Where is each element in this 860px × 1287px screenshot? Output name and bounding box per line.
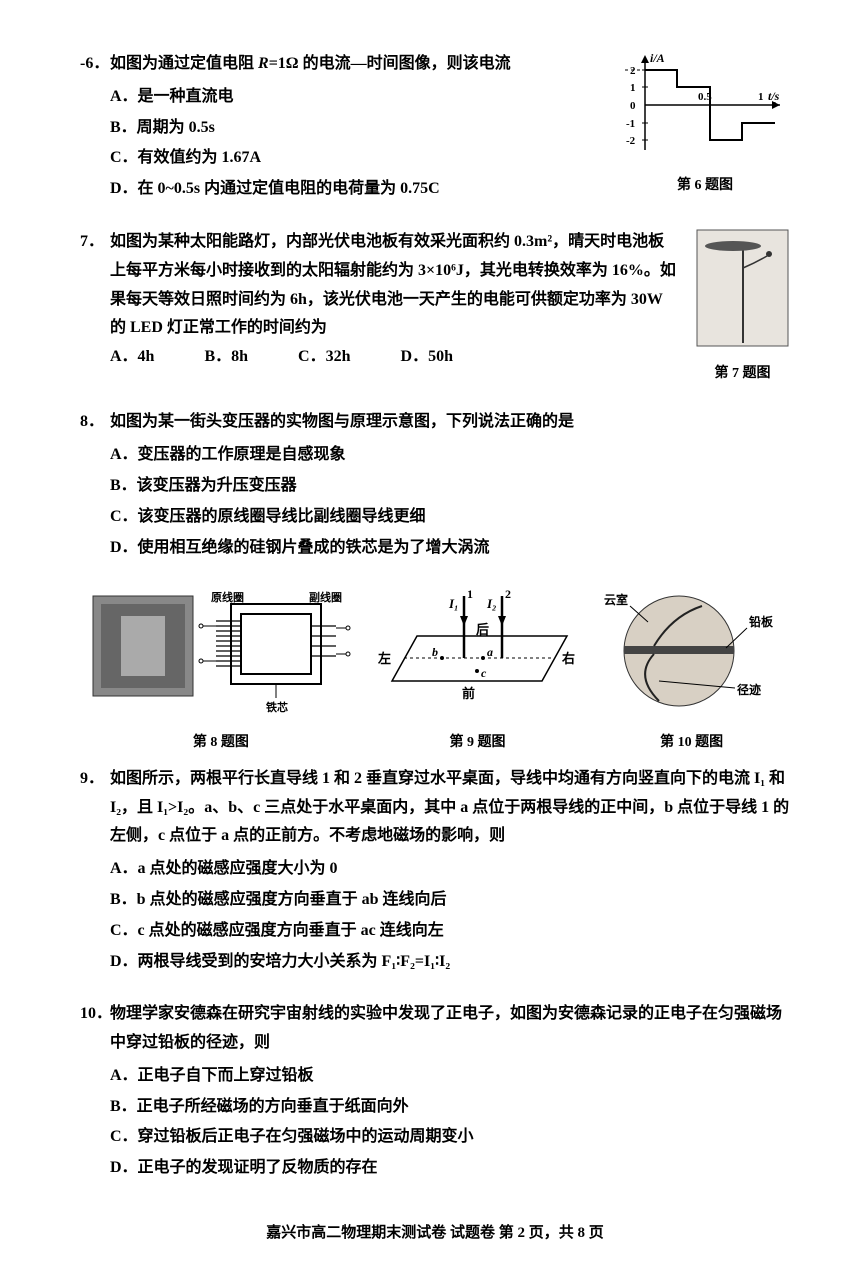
- q9-opt-C: C．c 点处的磁感应强度方向垂直于 ac 连线向左: [110, 917, 790, 946]
- q8-options: A．变压器的工作原理是自感现象 B．该变压器为升压变压器 C．该变压器的原线圈导…: [110, 441, 790, 562]
- q6-options: A．是一种直流电 B．周期为 0.5s C．有效值约为 1.67A D．在 0~…: [110, 83, 620, 204]
- fig10-svg: 云室 铅板 径迹: [604, 586, 779, 716]
- q10-number: 10．: [80, 1000, 110, 1029]
- fig10-chamber: 云室: [604, 592, 628, 607]
- xlabel: t/s: [768, 89, 780, 103]
- q7-opt-B: B．8h: [204, 343, 248, 372]
- yt2: 2: [630, 65, 636, 77]
- q7-options: A．4h B．8h C．32h D．50h: [110, 343, 680, 372]
- fig10-caption: 第 10 题图: [604, 730, 779, 755]
- fig9-a: a: [487, 645, 493, 659]
- q7-number: 7．: [80, 228, 110, 257]
- q8-opt-C: C．该变压器的原线圈导线比副线圈导线更细: [110, 503, 790, 532]
- fig9-svg: I₁ 1 I₂ 2 a b c 后 前 左 右: [372, 586, 582, 716]
- fig9-b: b: [432, 645, 438, 659]
- fig8-primary: 原线圈: [211, 590, 244, 604]
- q9-opt-A: A．a 点处的磁感应强度大小为 0: [110, 855, 790, 884]
- question-6: -6． 如图为通过定值电阻 R=1Ω 的电流—时间图像，则该电流 A．是一种直流…: [80, 50, 790, 206]
- fig9-right: 右: [561, 651, 575, 666]
- q8-opt-D: D．使用相互绝缘的硅钢片叠成的铁芯是为了增大涡流: [110, 534, 790, 563]
- q9-opt-B: B．b 点处的磁感应强度方向垂直于 ab 连线向后: [110, 886, 790, 915]
- fig8-caption: 第 8 题图: [91, 730, 351, 755]
- fig9-front: 前: [462, 686, 475, 701]
- fig9-n2: 2: [505, 587, 511, 601]
- fig9-n1: 1: [467, 587, 473, 601]
- q6-opt-A: A．是一种直流电: [110, 83, 620, 112]
- yt1: 1: [630, 82, 636, 94]
- fig9-caption: 第 9 题图: [372, 730, 582, 755]
- fig9-I2: I₂: [486, 596, 497, 611]
- q8-number: 8．: [80, 408, 110, 437]
- fig8-core: 铁芯: [266, 700, 288, 714]
- yt0: 0: [630, 100, 636, 112]
- q10-opt-B: B．正电子所经磁场的方向垂直于纸面向外: [110, 1093, 790, 1122]
- fig10-track: 径迹: [737, 682, 761, 697]
- question-10: 10． 物理学家安德森在研究宇宙射线的实验中发现了正电子，如图为安德森记录的正电…: [80, 1000, 790, 1185]
- q9-number: 9．: [80, 765, 110, 794]
- xt1: 1: [758, 91, 764, 103]
- ytm2: -2: [626, 135, 636, 147]
- q10-opt-D: D．正电子的发现证明了反物质的存在: [110, 1154, 790, 1183]
- question-7: 7． 如图为某种太阳能路灯，内部光伏电池板有效采光面积约 0.3m²，晴天时电池…: [80, 228, 790, 386]
- figure-8: 原线圈 副线圈 铁芯 第 8 题图: [91, 586, 351, 754]
- fig6-caption: 第 6 题图: [620, 173, 790, 198]
- q6-stem-b: =1Ω 的电流—时间图像，则该电流: [269, 55, 511, 72]
- q9-stem: 如图所示，两根平行长直导线 1 和 2 垂直穿过水平桌面，导线中均通有方向竖直向…: [110, 765, 790, 851]
- figure-9: I₁ 1 I₂ 2 a b c 后 前 左 右 第 9 题图: [372, 586, 582, 754]
- q9-opt-D: D．两根导线受到的安培力大小关系为 F₁∶F₂=I₁∶I₂: [110, 948, 790, 977]
- fig8-secondary: 副线圈: [309, 590, 342, 604]
- figure-6: 2 1 0 -1 -2 i/A t/s 0.5 1 第 6 题图: [620, 50, 790, 198]
- fig9-c: c: [481, 666, 487, 680]
- q6-R: R: [258, 55, 269, 72]
- q7-opt-A: A．4h: [110, 343, 154, 372]
- fig9-left: 左: [378, 651, 391, 666]
- question-9: 9． 如图所示，两根平行长直导线 1 和 2 垂直穿过水平桌面，导线中均通有方向…: [80, 765, 790, 979]
- fig7-caption: 第 7 题图: [695, 361, 790, 386]
- fig9-I1: I₁: [448, 596, 459, 611]
- q9-options: A．a 点处的磁感应强度大小为 0 B．b 点处的磁感应强度方向垂直于 ab 连…: [110, 855, 790, 976]
- q6-opt-C: C．有效值约为 1.67A: [110, 144, 620, 173]
- question-8: 8． 如图为某一街头变压器的实物图与原理示意图，下列说法正确的是 A．变压器的工…: [80, 408, 790, 564]
- q8-opt-B: B．该变压器为升压变压器: [110, 472, 790, 501]
- xt05: 0.5: [698, 91, 712, 103]
- fig10-plate: 铅板: [748, 614, 774, 629]
- q6-stem-a: 如图为通过定值电阻: [110, 55, 258, 72]
- q8-opt-A: A．变压器的工作原理是自感现象: [110, 441, 790, 470]
- ytm1: -1: [626, 118, 635, 130]
- figures-row: 原线圈 副线圈 铁芯 第 8 题图 I₁ 1 I₂ 2 a b c 后 前: [80, 586, 790, 754]
- ylabel: i/A: [650, 51, 665, 65]
- q6-opt-D: D．在 0~0.5s 内通过定值电阻的电荷量为 0.75C: [110, 175, 620, 204]
- q6-number: -6．: [80, 50, 110, 79]
- q7-opt-D: D．50h: [401, 343, 453, 372]
- q7-stem: 如图为某种太阳能路灯，内部光伏电池板有效采光面积约 0.3m²，晴天时电池板上每…: [110, 228, 680, 343]
- q7-streetlight: [695, 228, 790, 348]
- q10-options: A．正电子自下而上穿过铅板 B．正电子所经磁场的方向垂直于纸面向外 C．穿过铅板…: [110, 1062, 790, 1183]
- figure-7: 第 7 题图: [695, 228, 790, 386]
- fig8-svg: 原线圈 副线圈 铁芯: [91, 586, 351, 716]
- q6-opt-B: B．周期为 0.5s: [110, 114, 620, 143]
- figure-10: 云室 铅板 径迹 第 10 题图: [604, 586, 779, 754]
- q6-stem: 如图为通过定值电阻 R=1Ω 的电流—时间图像，则该电流: [110, 50, 620, 79]
- q7-opt-C: C．32h: [298, 343, 350, 372]
- fig9-back: 后: [476, 622, 489, 637]
- q8-stem: 如图为某一街头变压器的实物图与原理示意图，下列说法正确的是: [110, 408, 790, 437]
- page-footer: 嘉兴市高二物理期末测试卷 试题卷 第 2 页，共 8 页: [80, 1220, 790, 1247]
- q10-opt-A: A．正电子自下而上穿过铅板: [110, 1062, 790, 1091]
- q6-chart: 2 1 0 -1 -2 i/A t/s 0.5 1: [620, 50, 790, 160]
- q10-opt-C: C．穿过铅板后正电子在匀强磁场中的运动周期变小: [110, 1123, 790, 1152]
- q10-stem: 物理学家安德森在研究宇宙射线的实验中发现了正电子，如图为安德森记录的正电子在匀强…: [110, 1000, 790, 1058]
